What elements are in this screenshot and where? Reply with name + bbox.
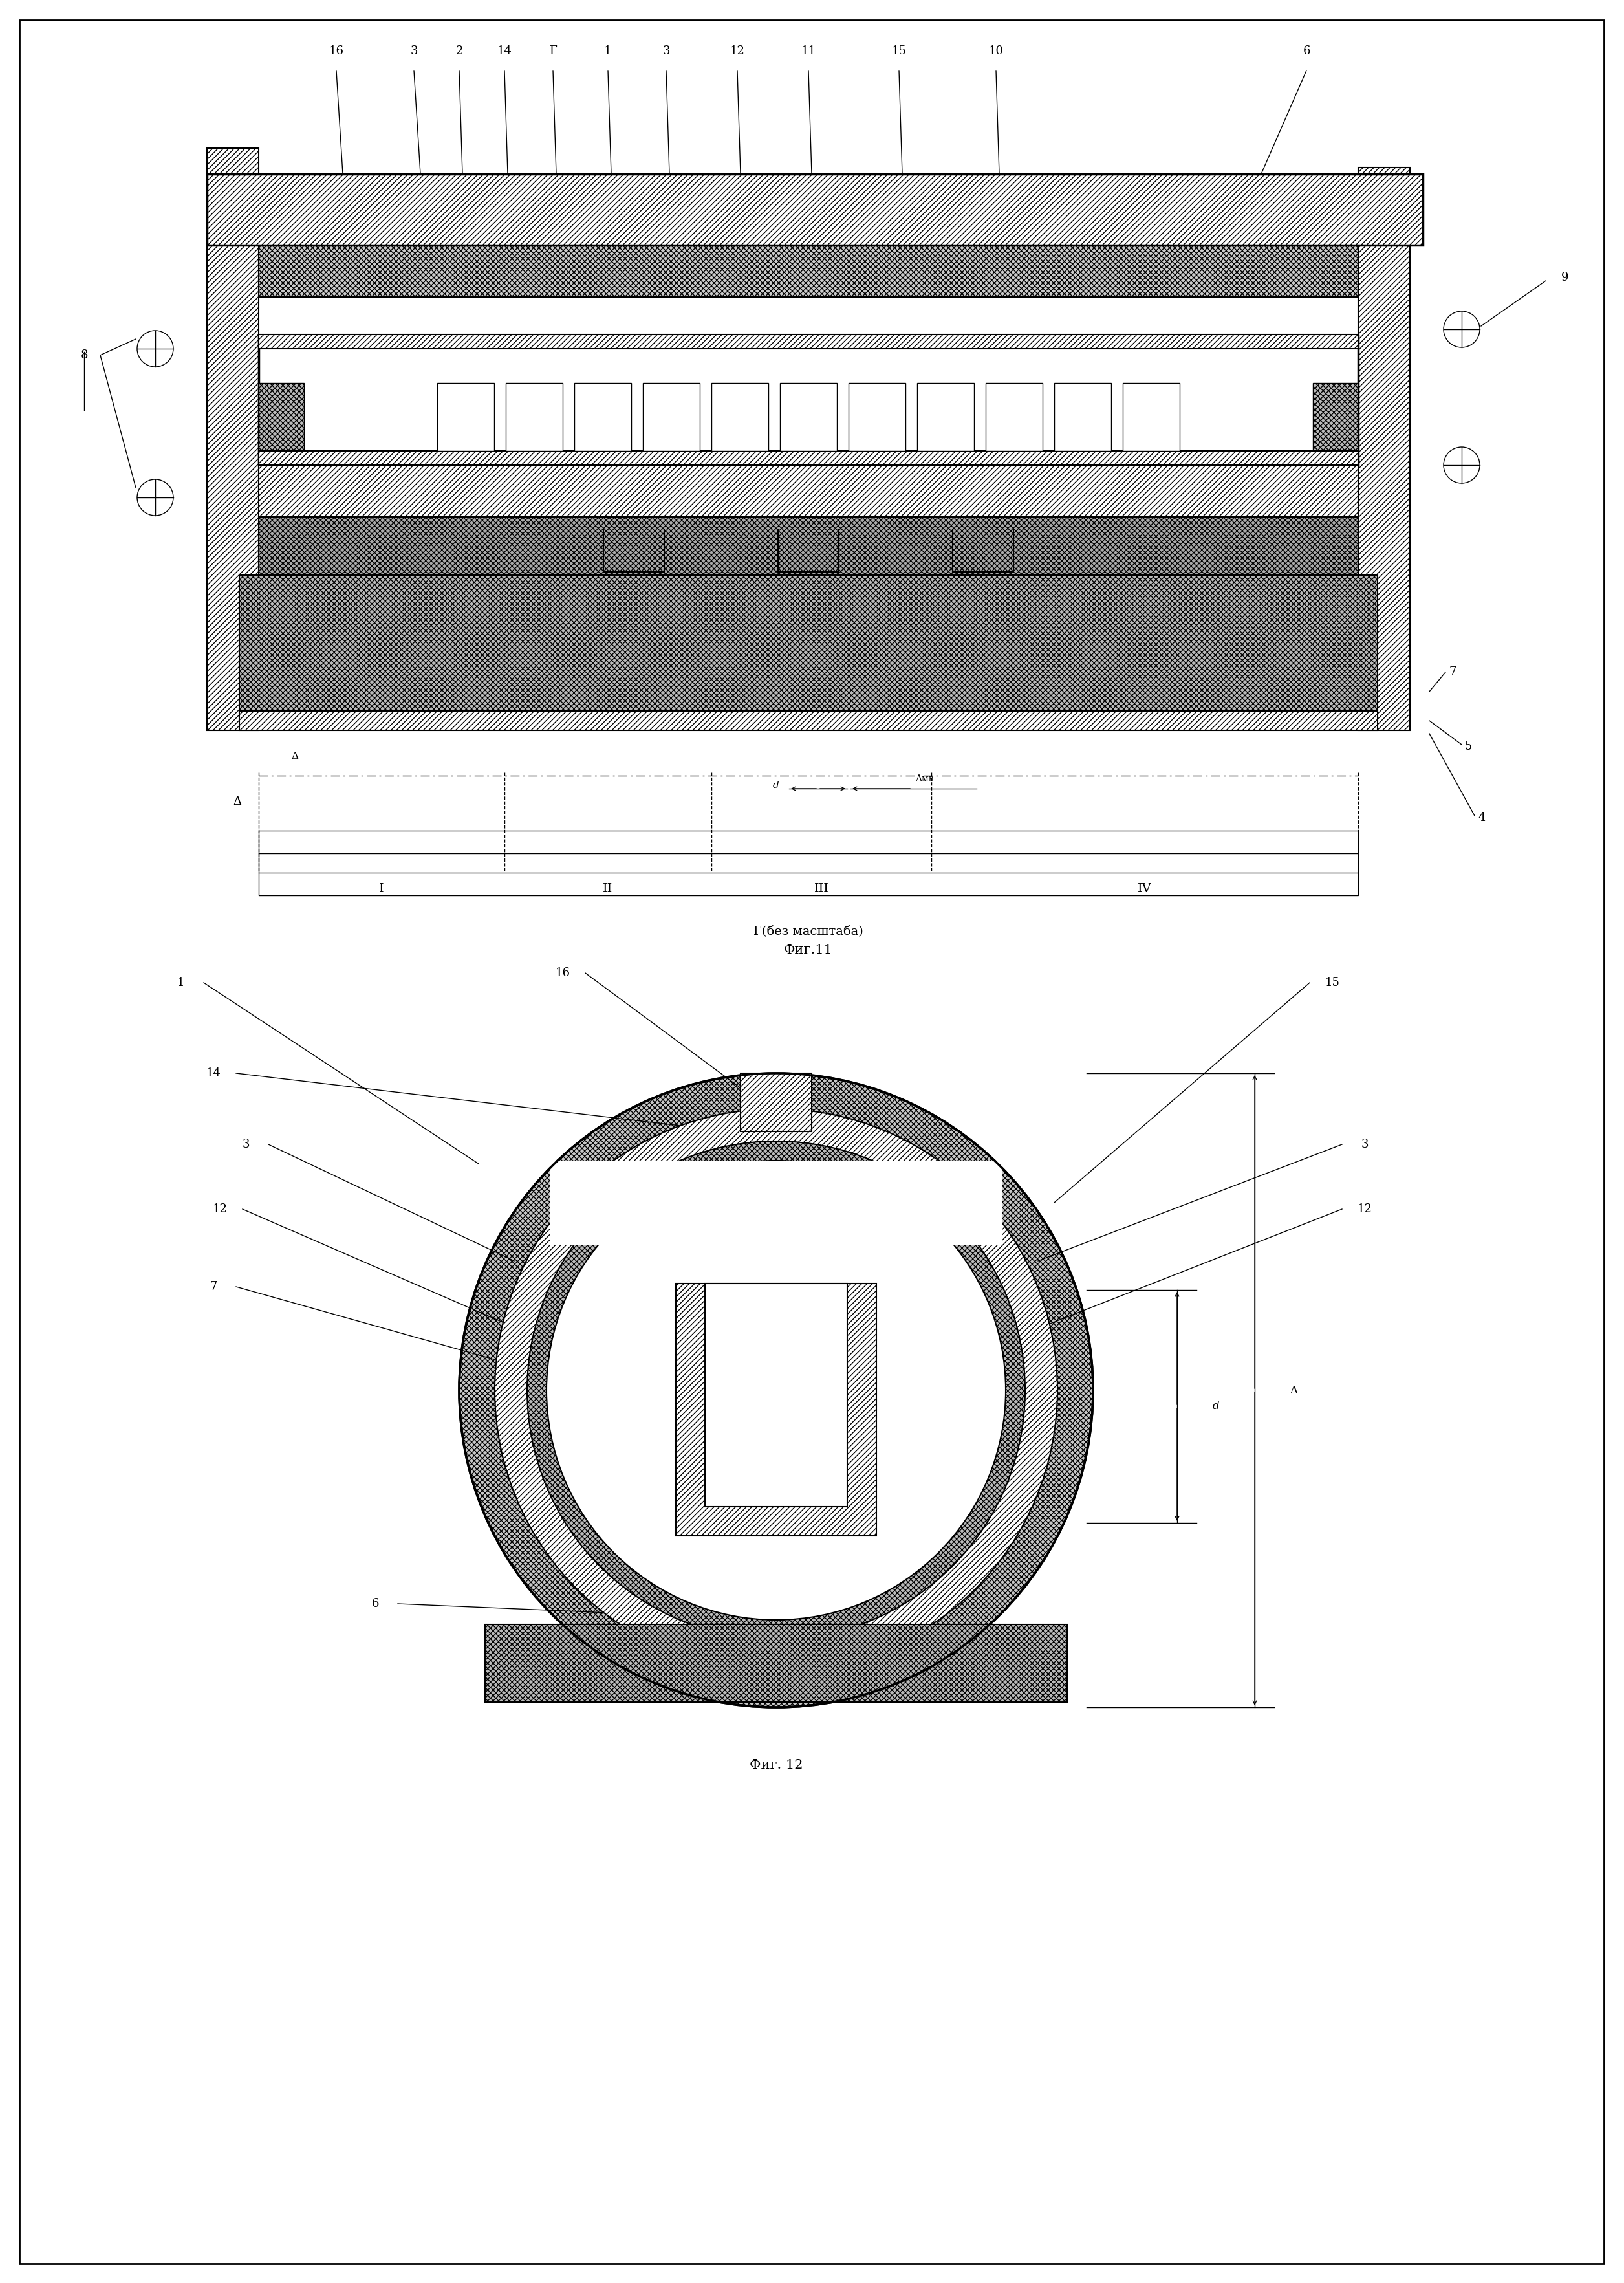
Text: 7: 7	[209, 1281, 218, 1292]
Bar	[1054, 384, 1111, 452]
Text: Δ: Δ	[291, 751, 299, 760]
Text: 3: 3	[1361, 1139, 1369, 1151]
Bar	[505, 384, 562, 452]
Bar	[239, 575, 1377, 710]
Text: Фиг.11: Фиг.11	[784, 945, 833, 957]
Bar	[849, 384, 906, 452]
Text: 12: 12	[729, 46, 745, 57]
Text: 4: 4	[1478, 813, 1486, 824]
Bar	[206, 174, 1423, 244]
Bar	[676, 1283, 877, 1536]
Text: 7: 7	[1449, 667, 1457, 678]
Bar	[551, 1160, 1002, 1244]
Text: I: I	[378, 884, 383, 895]
Circle shape	[460, 1073, 1093, 1708]
Circle shape	[495, 1110, 1057, 1671]
Text: 14: 14	[206, 1068, 221, 1080]
Bar	[258, 452, 1358, 466]
Text: 12: 12	[213, 1203, 227, 1215]
Text: 1: 1	[604, 46, 612, 57]
Text: IV: IV	[1138, 884, 1151, 895]
Text: Фиг. 12: Фиг. 12	[749, 1760, 802, 1772]
Text: 8: 8	[80, 349, 88, 361]
Circle shape	[528, 1142, 1025, 1639]
Bar	[1358, 167, 1410, 731]
Bar	[258, 244, 1358, 297]
Bar	[575, 384, 632, 452]
Text: 14: 14	[497, 46, 512, 57]
Text: 15: 15	[892, 46, 906, 57]
Bar	[918, 384, 974, 452]
Bar	[258, 466, 1358, 516]
Bar	[258, 336, 1358, 466]
Text: 3: 3	[411, 46, 417, 57]
Text: 10: 10	[989, 46, 1004, 57]
Bar	[206, 148, 258, 731]
Text: II: II	[603, 884, 612, 895]
Text: 2: 2	[455, 46, 463, 57]
Text: Г: Г	[549, 46, 557, 57]
Text: 3: 3	[242, 1139, 250, 1151]
Bar	[258, 384, 304, 452]
Text: 1: 1	[177, 977, 185, 989]
Text: 16: 16	[555, 968, 570, 979]
Bar	[705, 1283, 848, 1507]
Text: 6: 6	[1302, 46, 1311, 57]
Bar	[239, 710, 1377, 731]
Text: Δ: Δ	[1289, 1386, 1298, 1395]
Text: 16: 16	[330, 46, 344, 57]
Bar	[711, 384, 768, 452]
Bar	[258, 516, 1358, 575]
Bar	[258, 831, 1358, 895]
Bar	[1122, 384, 1179, 452]
Bar	[1312, 384, 1358, 452]
Bar	[258, 336, 1358, 349]
Text: 9: 9	[1561, 272, 1569, 283]
Text: Г(без масштаба): Г(без масштаба)	[754, 925, 864, 936]
Text: 11: 11	[801, 46, 815, 57]
Bar	[437, 384, 494, 452]
Text: 15: 15	[1325, 977, 1340, 989]
Text: Δ: Δ	[232, 797, 242, 808]
Text: Δмв: Δмв	[916, 774, 934, 783]
Text: d: d	[773, 781, 780, 790]
Bar	[486, 1625, 1067, 1703]
Bar	[986, 384, 1043, 452]
Text: 3: 3	[663, 46, 669, 57]
Text: d: d	[1213, 1402, 1220, 1411]
Bar	[780, 384, 836, 452]
Text: 12: 12	[1358, 1203, 1372, 1215]
Circle shape	[547, 1160, 1005, 1621]
Bar	[643, 384, 700, 452]
Text: 5: 5	[1465, 740, 1473, 753]
Text: 6: 6	[372, 1598, 378, 1610]
Bar	[741, 1073, 812, 1132]
Text: III: III	[814, 884, 828, 895]
